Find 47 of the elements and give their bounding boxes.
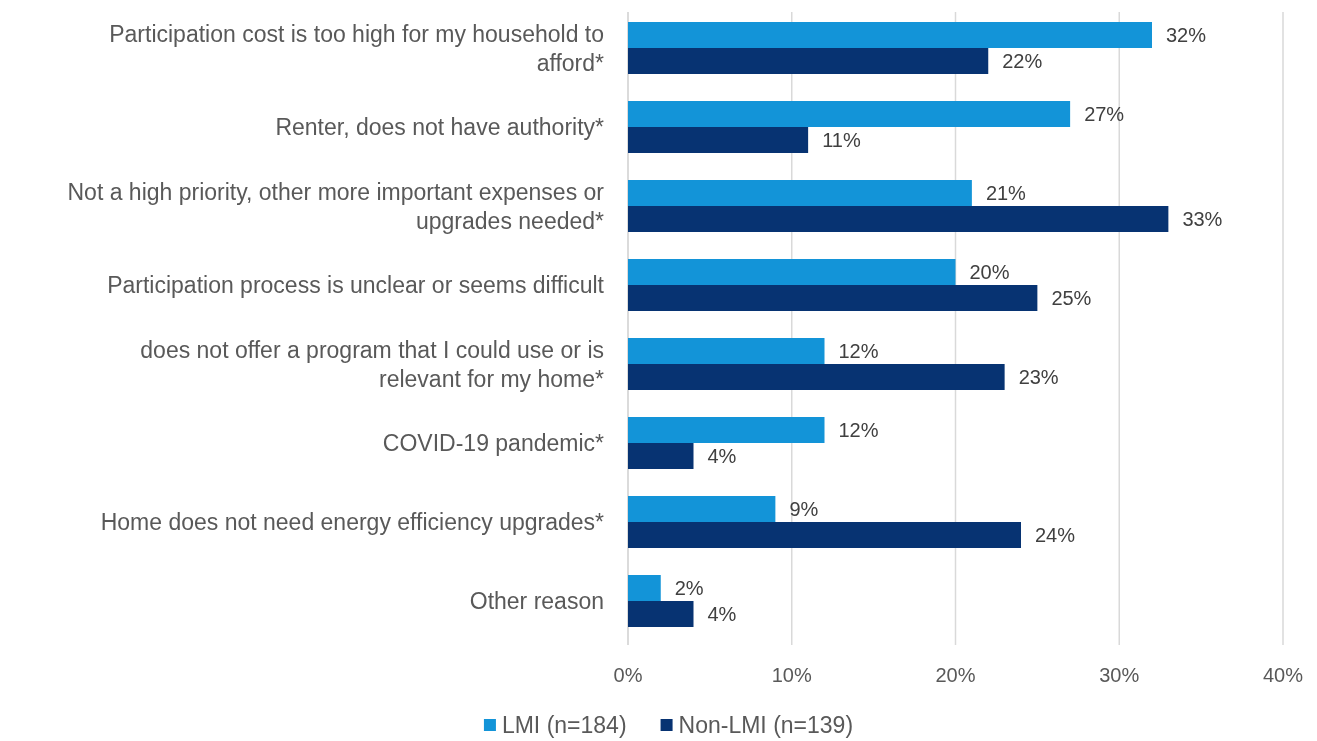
data-label: 4%: [707, 603, 737, 625]
data-label: 11%: [822, 129, 861, 151]
data-label: 4%: [707, 445, 737, 467]
x-tick-label: 40%: [1262, 664, 1304, 686]
x-tick-label: 20%: [935, 664, 976, 686]
data-label: 24%: [1035, 524, 1076, 546]
data-label: 12%: [838, 340, 879, 362]
y-tick-label: Participation cost is too high for my household to afford*: [109, 20, 605, 76]
data-label: 25%: [1051, 287, 1092, 309]
bar: [628, 127, 809, 153]
y-tick-label: Other reason: [469, 588, 604, 614]
bar: [628, 285, 1038, 311]
data-label: 32%: [1166, 24, 1207, 46]
y-tick-label: Not a high priority, other more important expenses or upgrades needed*: [67, 178, 605, 234]
data-label: 27%: [1084, 103, 1125, 125]
bar: [628, 180, 972, 206]
bar: [628, 496, 776, 522]
y-tick-label: Home does not need energy efficiency upgrades*: [100, 509, 605, 535]
data-label: 12%: [838, 419, 879, 441]
data-label: 23%: [1018, 366, 1059, 388]
x-tick-label: 0%: [613, 664, 643, 686]
legend-label: Non-LMI (n=139): [678, 712, 854, 738]
bar: [628, 259, 956, 285]
bar: [628, 22, 1152, 48]
y-tick-label: Participation process is unclear or seems difficult: [107, 272, 605, 298]
data-label: 21%: [985, 182, 1027, 204]
bar: [628, 575, 661, 601]
bar: [628, 206, 1169, 232]
bar: [628, 101, 1071, 127]
data-label: 33%: [1182, 208, 1223, 230]
y-tick-label: does not offer a program that I could use or is relevant for my home*: [140, 336, 605, 392]
bar: [628, 443, 694, 469]
data-label: 9%: [789, 498, 819, 520]
bar: [628, 417, 825, 443]
x-tick-label: 10%: [771, 664, 812, 686]
legend-label: LMI (n=184): [501, 712, 627, 738]
y-tick-label: Renter, does not have authority*: [275, 114, 605, 140]
bar: [628, 338, 825, 364]
data-label: 2%: [674, 577, 704, 599]
data-label: 20%: [969, 261, 1010, 283]
data-label: 22%: [1002, 50, 1043, 72]
bar: [628, 601, 694, 627]
bar: [628, 364, 1005, 390]
bar: [628, 522, 1021, 548]
bar: [628, 48, 989, 74]
y-tick-label: COVID-19 pandemic*: [382, 430, 605, 456]
x-tick-label: 30%: [1099, 664, 1140, 686]
